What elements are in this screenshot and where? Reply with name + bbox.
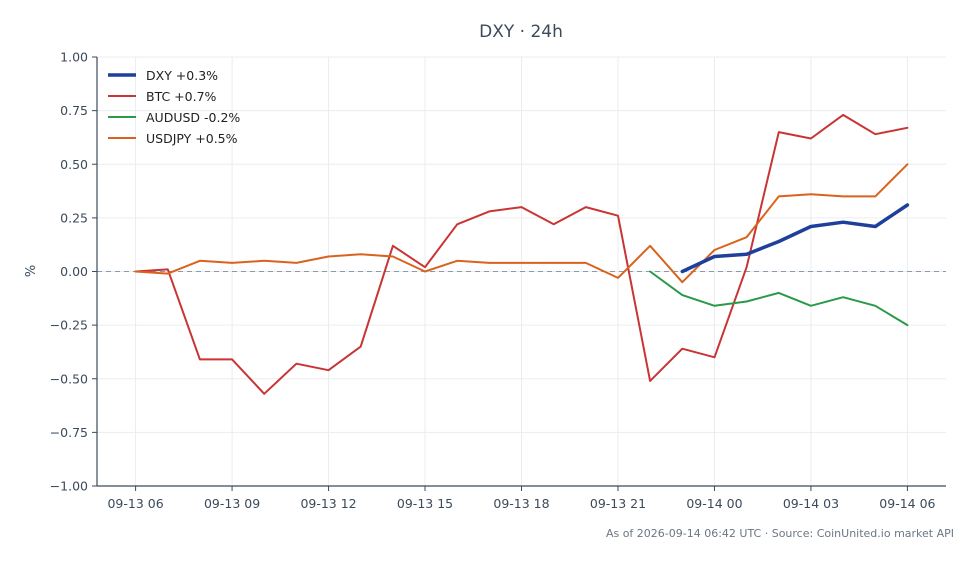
series-line-dxy	[680, 203, 910, 274]
y-tick-label: 0.50	[60, 157, 88, 172]
footer-note: As of 2026-09-14 06:42 UTC · Source: Coi…	[606, 527, 954, 540]
series-line-audusd	[649, 270, 909, 327]
series-lines	[134, 113, 910, 395]
series-line-usdjpy	[134, 163, 909, 284]
y-tick-label: 0.25	[60, 210, 88, 225]
y-axis-ticks: 1.00 0.75 0.50 0.25 0.00 −0.25 −0.50 −0.75 −1.00	[50, 50, 97, 494]
y-tick-label: −0.25	[50, 318, 88, 333]
y-tick-label: −0.50	[50, 371, 88, 386]
y-tick-label: 0.75	[60, 103, 88, 118]
x-tick-label: 09-14 03	[783, 496, 839, 511]
series-line-btc	[134, 113, 909, 395]
x-tick-label: 09-13 21	[590, 496, 646, 511]
x-tick-label: 09-14 06	[879, 496, 935, 511]
x-tick-label: 09-13 12	[300, 496, 356, 511]
legend-label-audusd: AUDUSD -0.2%	[146, 110, 240, 125]
legend-label-usdjpy: USDJPY +0.5%	[146, 131, 238, 146]
x-tick-label: 09-14 00	[686, 496, 742, 511]
legend-label-btc: BTC +0.7%	[146, 89, 217, 104]
y-tick-label: −1.00	[50, 479, 88, 494]
x-tick-label: 09-13 09	[204, 496, 260, 511]
x-axis-ticks: 09-13 06 09-13 09 09-13 12 09-13 15 09-13 18…	[107, 486, 936, 511]
x-tick-label: 09-13 18	[493, 496, 549, 511]
chart-title: DXY · 24h	[479, 22, 563, 42]
y-tick-label: −0.75	[50, 425, 88, 440]
x-tick-label: 09-13 06	[107, 496, 163, 511]
legend: DXY +0.3% BTC +0.7% AUDUSD -0.2% USDJPY +0.…	[108, 68, 240, 146]
x-tick-label: 09-13 15	[397, 496, 453, 511]
legend-label-dxy: DXY +0.3%	[146, 68, 218, 83]
y-tick-label: 0.00	[60, 264, 88, 279]
y-tick-label: 1.00	[60, 50, 88, 65]
y-axis-label: %	[24, 265, 39, 277]
